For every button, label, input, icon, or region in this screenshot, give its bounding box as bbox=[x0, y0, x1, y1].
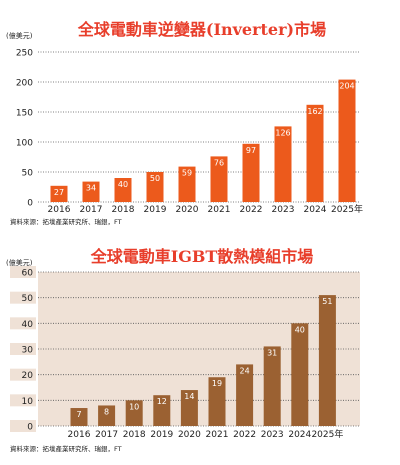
y-tick-bg bbox=[10, 196, 36, 208]
x-tick-label: 2016 bbox=[68, 430, 91, 440]
x-tick-label: 2024 bbox=[288, 430, 311, 440]
igbt-chart-panel: 全球電動車IGBT散熱模組市場 (億美元) 0 10 20 30 40 50 60 7 2016 8 2… bbox=[2, 240, 398, 462]
y-tick-label: 50 bbox=[22, 169, 34, 179]
data-label: 24 bbox=[240, 366, 250, 375]
bar bbox=[318, 295, 336, 426]
y-tick-label: 100 bbox=[16, 139, 33, 149]
x-tick-label: 2022 bbox=[233, 430, 256, 440]
data-label: 162 bbox=[307, 107, 322, 116]
data-label: 7 bbox=[76, 410, 81, 419]
bar bbox=[263, 346, 281, 426]
bar bbox=[306, 104, 324, 202]
x-tick-label: 2019 bbox=[150, 430, 173, 440]
y-tick-bg bbox=[10, 291, 36, 304]
y-tick-bg bbox=[10, 46, 36, 58]
bar bbox=[338, 79, 356, 202]
bar bbox=[242, 143, 260, 202]
y-tick-label: 10 bbox=[22, 397, 34, 407]
bar bbox=[125, 400, 143, 426]
x-tick-label: 2021 bbox=[208, 205, 231, 215]
y-tick-label: 60 bbox=[22, 269, 34, 279]
x-tick-label: 2023 bbox=[261, 430, 284, 440]
y-tick-label: 0 bbox=[27, 423, 33, 433]
y-tick-label: 200 bbox=[16, 79, 33, 89]
data-label: 12 bbox=[157, 397, 167, 406]
bar bbox=[114, 178, 132, 202]
x-tick-label: 2020 bbox=[178, 430, 201, 440]
bar bbox=[236, 364, 254, 426]
y-tick-bg bbox=[10, 106, 36, 118]
y-tick-bg bbox=[10, 394, 36, 407]
data-label: 27 bbox=[54, 188, 64, 197]
unit-label: (億美元) bbox=[6, 31, 33, 40]
bar bbox=[210, 156, 228, 202]
bar bbox=[208, 377, 226, 426]
y-tick-label: 20 bbox=[22, 371, 34, 381]
x-tick-label: 2018 bbox=[123, 430, 146, 440]
bar bbox=[274, 126, 292, 202]
data-label: 34 bbox=[86, 184, 96, 193]
data-label: 10 bbox=[129, 402, 139, 411]
data-label: 126 bbox=[275, 128, 290, 137]
y-tick-bg bbox=[10, 343, 36, 355]
data-label: 19 bbox=[212, 379, 222, 388]
chart-title: 全球電動車逆變器(Inverter)市場 bbox=[77, 20, 326, 39]
y-tick-bg bbox=[10, 420, 36, 432]
x-tick-label: 2016 bbox=[48, 205, 71, 215]
x-tick-label: 2019 bbox=[144, 205, 167, 215]
source-note: 資料來源：拓墣產業研究所、瑞銀，FT bbox=[10, 217, 122, 226]
x-tick-label: 2023 bbox=[272, 205, 295, 215]
x-tick-label: 2025年 bbox=[331, 203, 363, 215]
y-tick-label: 40 bbox=[22, 320, 34, 330]
bar bbox=[153, 395, 171, 426]
bar bbox=[50, 185, 68, 202]
y-tick-bg bbox=[10, 266, 36, 278]
igbt-chart: 全球電動車IGBT散熱模組市場 (億美元) 0 10 20 30 40 50 60 7 2016 8 2… bbox=[6, 247, 360, 453]
data-label: 40 bbox=[295, 325, 305, 334]
y-tick-bg bbox=[10, 166, 36, 178]
bar bbox=[82, 181, 100, 202]
x-tick-label: 2024 bbox=[304, 205, 327, 215]
data-label: 51 bbox=[322, 297, 332, 306]
data-label: 8 bbox=[104, 407, 109, 416]
data-label: 40 bbox=[118, 180, 128, 189]
y-tick-bg bbox=[10, 136, 36, 148]
x-tick-label: 2020 bbox=[176, 205, 199, 215]
x-tick-label: 2018 bbox=[112, 205, 135, 215]
data-label: 31 bbox=[267, 348, 277, 357]
y-tick-label: 30 bbox=[22, 346, 34, 356]
x-tick-label: 2021 bbox=[206, 430, 229, 440]
y-tick-label: 150 bbox=[16, 109, 33, 119]
y-tick-bg bbox=[10, 368, 36, 381]
y-tick-label: 50 bbox=[22, 294, 34, 304]
source-note: 資料來源：拓墣產業研究所、瑞銀，FT bbox=[10, 444, 122, 453]
bar bbox=[98, 405, 116, 426]
bar bbox=[70, 408, 88, 426]
bar bbox=[180, 390, 198, 426]
data-label: 14 bbox=[184, 392, 194, 401]
data-label: 204 bbox=[339, 82, 354, 91]
chart-title: 全球電動車IGBT散熱模組市場 bbox=[90, 247, 314, 266]
data-label: 76 bbox=[214, 158, 224, 167]
y-tick-label: 250 bbox=[16, 49, 33, 59]
bar bbox=[146, 172, 164, 202]
inverter-chart: 全球電動車逆變器(Inverter)市場 (億美元) 0 50 100 150 200 250… bbox=[6, 20, 363, 226]
y-tick-bg bbox=[10, 76, 36, 88]
data-label: 50 bbox=[150, 174, 160, 183]
x-tick-label: 2022 bbox=[240, 205, 263, 215]
x-tick-label: 2025年 bbox=[311, 428, 343, 440]
bar bbox=[178, 166, 196, 202]
x-tick-label: 2017 bbox=[95, 430, 118, 440]
x-tick-label: 2017 bbox=[80, 205, 103, 215]
data-label: 59 bbox=[182, 169, 192, 178]
plot-area bbox=[38, 52, 360, 202]
unit-label: (億美元) bbox=[6, 258, 33, 267]
bar bbox=[291, 323, 309, 426]
y-tick-label: 0 bbox=[27, 199, 33, 209]
inverter-chart-panel: 全球電動車逆變器(Inverter)市場 (億美元) 0 50 100 150 200 250… bbox=[2, 2, 398, 232]
y-tick-bg bbox=[10, 317, 36, 330]
data-label: 97 bbox=[246, 146, 256, 155]
